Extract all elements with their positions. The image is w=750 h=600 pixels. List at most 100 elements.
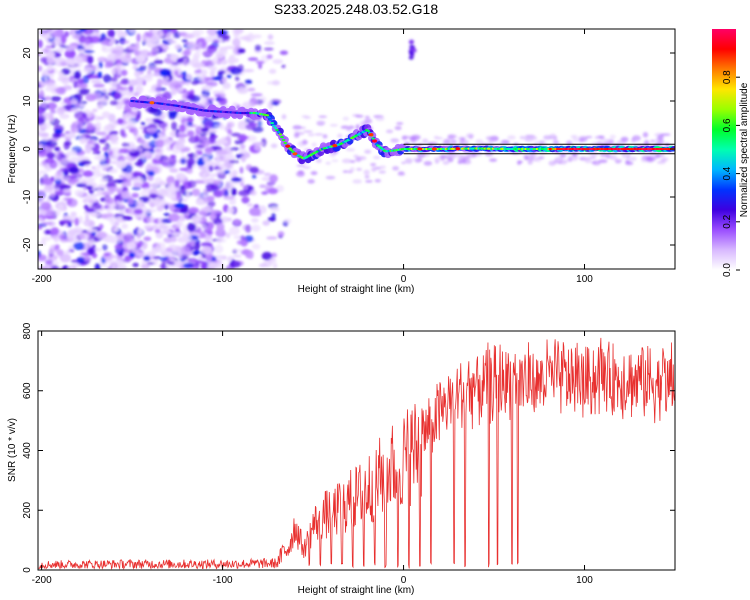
spectrogram-cell	[268, 68, 277, 74]
spectrogram-cell	[201, 85, 213, 91]
spectrogram-cell	[450, 139, 457, 144]
spectrogram-cell	[85, 207, 95, 213]
spectrogram-cell	[174, 44, 182, 50]
spectrogram-x-axis-label: Height of straight line (km)	[298, 284, 415, 295]
spectrogram-cell	[269, 174, 278, 183]
spectrogram-cell	[108, 255, 118, 259]
spectrogram-cell	[206, 230, 213, 236]
spectrogram-cell	[127, 79, 139, 87]
spectrogram-cell	[204, 147, 214, 153]
spectrogram-cell	[252, 142, 265, 146]
spectrogram-cell	[109, 185, 115, 195]
spectrogram-cell	[60, 34, 67, 44]
spectrogram-cell	[92, 64, 100, 72]
spectrogram-cell	[99, 178, 108, 183]
spectrogram-cell	[302, 166, 311, 169]
spectrogram-cell	[565, 159, 573, 162]
spectrogram-cell	[170, 53, 178, 62]
spectrogram-cell	[507, 135, 516, 140]
spectrogram-cell	[263, 47, 274, 51]
spectrogram-cell	[118, 204, 126, 209]
spectrogram-cell	[251, 174, 257, 179]
spectrogram-cell	[82, 170, 94, 178]
spectrogram-x-tick-label: 100	[576, 274, 593, 285]
spectrogram-cell	[60, 157, 69, 165]
snr-y-tick-label: 200	[22, 501, 33, 518]
spectrogram-cell	[216, 223, 225, 232]
spectrogram-cell	[303, 130, 313, 133]
spectrogram-cell	[158, 180, 167, 186]
spectrogram-cell	[169, 131, 175, 137]
spectrogram-cell	[239, 143, 246, 150]
spectrogram-cell	[244, 224, 252, 233]
spectrogram-cell	[98, 97, 109, 106]
ridge-hotspot	[285, 144, 291, 148]
spectrogram-cell	[47, 63, 53, 72]
spectrogram-cell	[404, 142, 410, 146]
snr-x-axis-label: Height of straight line (km)	[298, 585, 415, 596]
spectrogram-cell	[442, 160, 450, 165]
spectrogram-cell	[206, 29, 218, 36]
spectrogram-cell	[187, 121, 193, 127]
ridge-cell	[275, 128, 279, 132]
spectrogram-cell	[272, 80, 281, 86]
spectrogram-cell	[543, 144, 548, 147]
spectrogram-cell	[440, 155, 446, 161]
spectrogram-cell	[392, 166, 400, 171]
spectrogram-cell	[133, 208, 144, 215]
spectrogram-cell	[51, 41, 60, 47]
spectrogram-cell	[73, 80, 78, 89]
ridge-cell	[273, 126, 278, 129]
spectrogram-cell	[103, 125, 112, 134]
spectrogram-cell	[314, 133, 324, 136]
spectrogram-cell	[620, 136, 629, 142]
spectrogram-cell	[390, 138, 400, 143]
spectrogram-cell	[54, 172, 64, 181]
spectrogram-cell	[83, 204, 89, 210]
spectrogram-cell	[58, 234, 67, 240]
spectrogram-cell	[227, 207, 235, 214]
spectrogram-cell	[219, 239, 227, 243]
spectrogram-cell	[89, 213, 102, 217]
spectrogram-cell	[224, 45, 235, 50]
spectrogram-cell	[212, 39, 220, 44]
spectrogram-cell	[177, 132, 187, 136]
spectrogram-cell	[460, 137, 465, 142]
spectrogram-cell	[162, 193, 171, 197]
spectrogram-cell	[207, 200, 216, 208]
spectrogram-cell	[63, 250, 72, 255]
spectrogram-cell	[224, 70, 232, 74]
spectrogram-cell	[38, 254, 47, 262]
spectrogram-x-tick-label: 0	[401, 274, 407, 285]
spectrogram-cell	[88, 239, 94, 245]
spectrogram-cell	[106, 207, 111, 213]
spectrogram-cell	[153, 59, 164, 65]
spectrogram-cell	[226, 74, 232, 79]
spectrogram-cell	[447, 153, 452, 159]
spectrogram-cell	[146, 261, 155, 266]
spectrogram-cell	[197, 41, 203, 50]
spectrogram-cell	[114, 49, 124, 56]
spectrogram-cell	[230, 132, 242, 137]
spectrogram-cell	[68, 178, 80, 183]
ridge-cell	[271, 124, 276, 127]
spectrogram-cell	[106, 213, 115, 218]
spectrogram-cell	[45, 55, 58, 64]
spectrogram-cell	[140, 122, 146, 126]
spectrogram-cell	[609, 134, 616, 140]
spectrogram-cell	[205, 97, 215, 102]
spectrogram-cell	[55, 209, 61, 216]
spectrogram-cell	[160, 198, 166, 205]
spectrogram-cell	[167, 261, 175, 266]
ridge-hotspot	[292, 152, 298, 156]
spectrogram-cell	[70, 211, 77, 217]
spectrogram-cell	[239, 166, 244, 174]
spectrogram-cell	[148, 193, 158, 199]
spectrogram-cell	[131, 192, 140, 198]
spectrogram-cell	[147, 170, 155, 177]
snr-y-axis-label: SNR (10 * v/v)	[7, 418, 18, 482]
spectrogram-cell	[65, 45, 77, 52]
spectrogram-cell	[657, 134, 664, 141]
spectrogram-cell	[293, 130, 300, 133]
spectrogram-cell	[110, 220, 116, 226]
